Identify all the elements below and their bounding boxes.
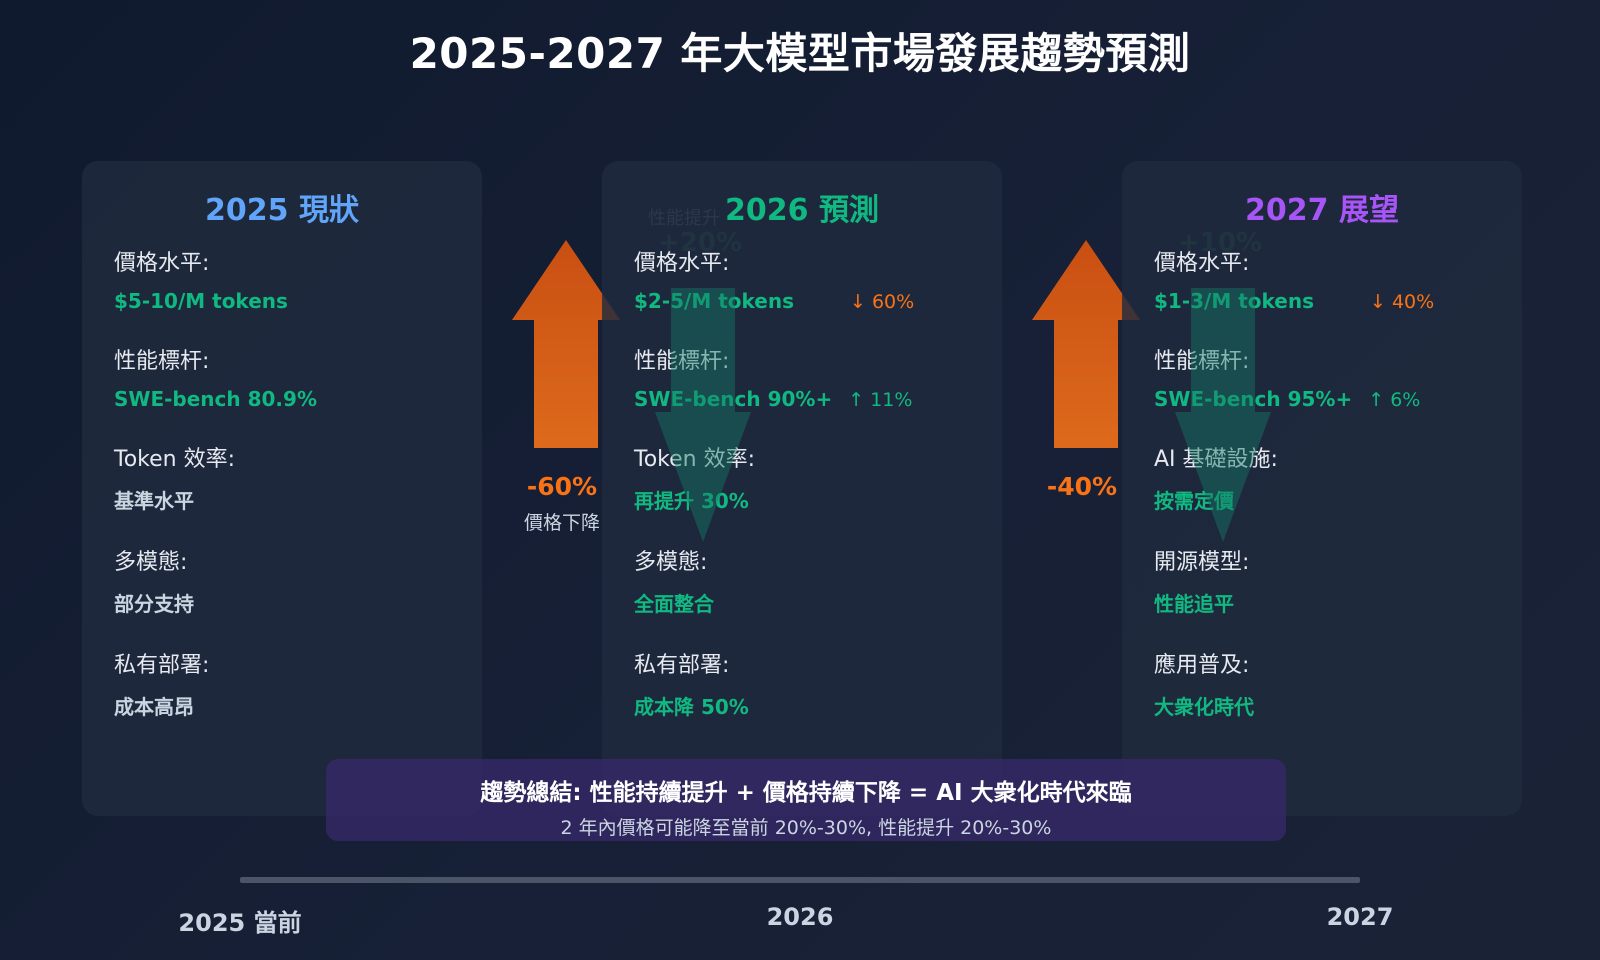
row-label: 性能標杆:: [634, 343, 970, 375]
row-value: SWE-bench 80.9%: [114, 387, 450, 411]
card-title: 2025 現狀: [205, 193, 359, 228]
row-label: 開源模型:: [1154, 550, 1250, 575]
price-change: ↓ 40%: [1370, 291, 1435, 313]
row-value: SWE-bench 95%+ ↑ 6%: [1154, 387, 1490, 411]
row-label: 價格水平:: [114, 251, 210, 276]
value-text: $1-3/M tokens: [1154, 289, 1314, 313]
orange-up-arrow-icon: [1032, 240, 1140, 448]
row-value: SWE-bench 90%+ ↑ 11%: [634, 387, 970, 411]
summary-subtitle: 2 年內價格可能降至當前 20%-30%, 性能提升 20%-30%: [560, 817, 1052, 839]
row-value: 成本降 50%: [634, 691, 970, 720]
row-label: Token 效率:: [634, 447, 755, 472]
row-value: 大衆化時代: [1154, 691, 1490, 720]
row-label: 價格水平:: [1154, 251, 1250, 276]
performance-change: ↑ 6%: [1368, 389, 1421, 411]
value-text: 再提升 30%: [634, 489, 749, 513]
value-text: $2-5/M tokens: [634, 289, 794, 313]
row-value: 再提升 30%: [634, 485, 970, 514]
card-title: 2027 展望: [1245, 193, 1399, 228]
page-title: 2025-2027 年大模型市場發展趨勢預測: [409, 29, 1191, 78]
performance-change: ↑ 11%: [848, 389, 913, 411]
row-label: 多模態:: [634, 550, 708, 575]
price-drop-pct-2027: -40%: [1046, 472, 1118, 501]
row-label: AI 基礎設施:: [1154, 447, 1278, 472]
price-change: ↓ 60%: [850, 291, 915, 313]
row-label: Token 效率:: [114, 447, 236, 472]
timeline-label-2025: 2025 當前: [178, 909, 302, 937]
card-2026: 2026 預測 價格水平: $2-5/M tokens ↓ 60% 性能標杆: S…: [602, 161, 1002, 816]
value-text: $5-10/M tokens: [114, 289, 288, 313]
card-2027: 2027 展望 價格水平: $1-3/M tokens ↓ 40% 性能標杆: S…: [1122, 161, 1522, 816]
value-text: SWE-bench 80.9%: [114, 387, 317, 411]
row-value: 按需定價: [1154, 485, 1490, 514]
row-value: 全面整合: [634, 588, 970, 617]
timeline-label-2026: 2026: [766, 903, 834, 931]
value-text: 基準水平: [114, 489, 194, 513]
summary-box: 趨勢總結: 性能持續提升 + 價格持續下降 = AI 大衆化時代來臨 2 年內價…: [326, 759, 1286, 841]
row-value: 成本高昂: [114, 691, 450, 720]
orange-up-arrow-icon: [512, 240, 620, 448]
row-label: 私有部署:: [634, 653, 730, 678]
green-down-arrow-icon: [655, 288, 751, 542]
row-value: $2-5/M tokens ↓ 60%: [634, 289, 970, 313]
value-text: 全面整合: [634, 592, 714, 616]
value-text: 成本降 50%: [634, 695, 749, 719]
row-label: 性能標杆:: [1154, 343, 1490, 375]
row-label: 價格水平:: [634, 251, 730, 276]
row-value: 基準水平: [114, 485, 450, 514]
row-label: 性能標杆:: [114, 349, 210, 374]
row-value: 部分支持: [114, 588, 450, 617]
row-label: 多模態:: [114, 550, 188, 575]
value-text: 性能追平: [1154, 592, 1234, 616]
timeline-label-2027: 2027: [1326, 903, 1394, 931]
summary-title: 趨勢總結: 性能持續提升 + 價格持續下降 = AI 大衆化時代來臨: [480, 780, 1132, 806]
card-2025: 2025 現狀 價格水平: $5-10/M tokens 性能標杆: SWE-b…: [82, 161, 482, 816]
row-value: $5-10/M tokens: [114, 289, 450, 313]
value-text: 大衆化時代: [1154, 695, 1254, 719]
timeline-bar: [240, 877, 1360, 883]
row-label: 應用普及:: [1154, 653, 1250, 678]
green-down-arrow-icon: [1175, 288, 1271, 542]
value-text: SWE-bench 95%+: [1154, 387, 1353, 411]
card-title: 2026 預測: [725, 193, 879, 228]
value-text: 成本高昂: [114, 695, 194, 719]
row-value: 性能追平: [1154, 588, 1490, 617]
price-drop-label: 價格下降: [523, 512, 600, 534]
value-text: 部分支持: [114, 592, 194, 616]
row-value: $1-3/M tokens ↓ 40%: [1154, 289, 1490, 313]
value-text: SWE-bench 90%+: [634, 387, 833, 411]
row-label: 私有部署:: [114, 653, 210, 678]
price-drop-pct-2026: -60%: [526, 472, 598, 501]
value-text: 按需定價: [1154, 489, 1234, 513]
